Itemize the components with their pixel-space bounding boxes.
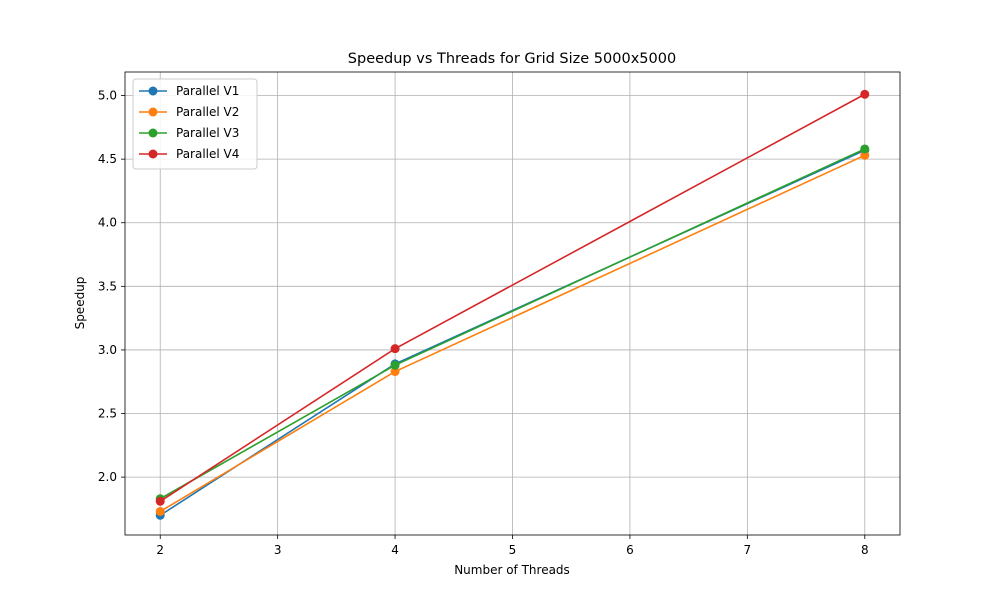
y-tick-label: 2.0 <box>98 470 117 484</box>
x-tick-label: 8 <box>861 543 869 557</box>
data-point <box>155 506 165 516</box>
y-tick-label: 2.5 <box>98 407 117 421</box>
y-axis-label: Speedup <box>73 277 87 330</box>
y-tick-label: 3.0 <box>98 343 117 357</box>
y-tick-label: 4.0 <box>98 216 117 230</box>
chart-title: Speedup vs Threads for Grid Size 5000x50… <box>348 51 676 67</box>
legend: Parallel V1 Parallel V2 Parallel V3 Paralle… <box>132 78 258 170</box>
legend-marker <box>148 107 158 117</box>
legend-label: Parallel V3 <box>176 126 239 140</box>
y-tick-label: 5.0 <box>98 89 117 103</box>
legend-label: Parallel V4 <box>176 147 239 161</box>
series-parallel-v2 <box>155 150 870 516</box>
grid <box>125 72 900 535</box>
legend-box <box>132 78 258 170</box>
data-point <box>860 144 870 154</box>
y-tick-label: 4.5 <box>98 152 117 166</box>
legend-label: Parallel V2 <box>176 105 239 119</box>
series-parallel-v4 <box>155 89 870 506</box>
x-tick-label: 4 <box>391 543 399 557</box>
x-tick-label: 3 <box>274 543 282 557</box>
y-tick-label: 3.5 <box>98 279 117 293</box>
x-tick-label: 7 <box>744 543 752 557</box>
series-layer <box>155 89 870 520</box>
x-tick-label: 6 <box>626 543 634 557</box>
legend-label: Parallel V1 <box>176 84 239 98</box>
legend-marker <box>148 149 158 159</box>
x-axis-label: Number of Threads <box>454 563 570 577</box>
data-point <box>390 344 400 354</box>
x-tick-label: 2 <box>156 543 164 557</box>
data-point <box>390 360 400 370</box>
data-point <box>155 496 165 506</box>
legend-marker <box>148 86 158 96</box>
data-point <box>860 89 870 99</box>
x-tick-label: 5 <box>509 543 517 557</box>
ticks: 2 3 4 5 6 7 8 2.0 2.5 3.0 3.5 4.0 4.5 5.0 <box>98 89 869 557</box>
data-point <box>390 367 400 377</box>
legend-marker <box>148 128 158 138</box>
data-point <box>860 150 870 160</box>
